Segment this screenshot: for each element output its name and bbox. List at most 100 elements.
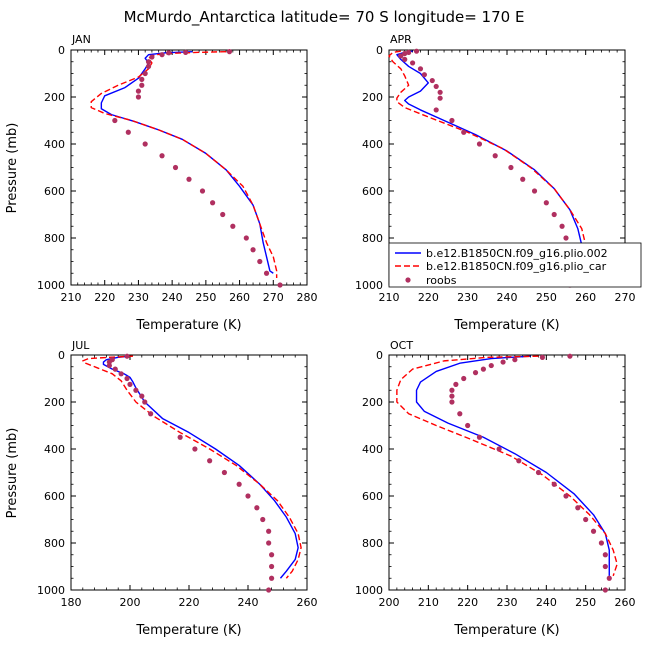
legend-marker (405, 277, 411, 283)
roobs-point (149, 54, 155, 60)
y-tick-label: 1000 (37, 279, 65, 292)
roobs-point (266, 587, 272, 593)
legend-box (388, 242, 642, 288)
roobs-point (512, 357, 518, 363)
roobs-point (142, 70, 148, 77)
roobs-point (263, 270, 270, 276)
x-tick-label: 270 (263, 291, 284, 304)
x-tick-label: 210 (61, 291, 82, 304)
tick-group: 210 220 230 240 250 260 270 280 0 200 400 600 800 100… (37, 44, 318, 304)
roobs-point (139, 76, 145, 82)
roobs-point (220, 211, 226, 218)
roobs-point (410, 60, 416, 66)
series-group (82, 353, 302, 593)
roobs-point (461, 375, 467, 382)
roobs-point (602, 587, 608, 593)
roobs-point (472, 370, 479, 376)
x-tick-label: 260 (297, 596, 318, 609)
roobs-point (106, 362, 112, 369)
roobs-point (508, 164, 514, 171)
roobs-point (177, 434, 183, 440)
roobs-point (449, 117, 455, 124)
roobs-point (142, 399, 148, 405)
x-tick-label: 260 (229, 291, 250, 304)
x-tick-label: 270 (615, 291, 636, 304)
roobs-point (539, 354, 546, 360)
roobs-point (590, 528, 597, 534)
roobs-point (449, 387, 455, 393)
roobs-point (207, 458, 213, 464)
roobs-point (402, 56, 408, 63)
series-line-dashed (388, 50, 587, 267)
panel-label: JAN (71, 33, 91, 46)
y-tick-label: 400 (362, 138, 383, 151)
panel-apr: APR Temperature (K) 210 220 230 240 250 260 27… (355, 33, 636, 333)
y-tick-label: 400 (44, 138, 65, 151)
roobs-point (406, 49, 412, 55)
series-group (396, 353, 618, 593)
y-axis-label: Pressure (mb) (5, 123, 20, 214)
roobs-point (260, 516, 266, 523)
roobs-point (269, 552, 275, 558)
roobs-point (112, 366, 118, 372)
roobs-point (142, 141, 148, 147)
roobs-point (567, 353, 573, 359)
legend: b.e12.B1850CN.f09_g16.plio.002 b.e12.B18… (388, 242, 642, 288)
series-group (388, 48, 587, 288)
y-tick-label: 800 (362, 232, 383, 245)
roobs-point (148, 411, 154, 417)
legend-entry-label: b.e12.B1850CN.f09_g16.plio_car (426, 260, 607, 273)
roobs-point (496, 446, 502, 452)
roobs-point (551, 211, 557, 218)
y-tick-label: 1000 (355, 279, 383, 292)
roobs-point (135, 94, 142, 100)
x-axis-label: Temperature (K) (135, 623, 241, 638)
roobs-point (402, 50, 408, 57)
x-tick-label: 200 (120, 596, 141, 609)
roobs-point (520, 176, 526, 182)
y-tick-label: 200 (44, 91, 65, 104)
tick-group: 200 210 220 230 240 250 260 0 200 400 600 800 1000 (355, 349, 636, 609)
roobs-point (433, 83, 439, 90)
panel-label: JUL (71, 339, 90, 352)
figure-title: McMurdo_Antarctica latitude= 70 S longit… (124, 8, 525, 27)
x-tick-label: 210 (379, 291, 400, 304)
x-tick-label: 220 (457, 596, 478, 609)
x-tick-label: 180 (61, 596, 82, 609)
roobs-point (183, 49, 189, 55)
x-tick-label: 240 (162, 291, 183, 304)
panel-jul: JUL Temperature (K) Pressure (mb) 180 200… (5, 339, 318, 638)
roobs-point (221, 469, 227, 476)
roobs-point (257, 258, 263, 265)
roobs-point (124, 353, 130, 359)
roobs-point (543, 200, 549, 206)
panel-jan: JAN Temperature (K) Pressure (mb) 210 220… (5, 33, 318, 333)
roobs-point (516, 458, 522, 464)
y-tick-label: 800 (44, 537, 65, 550)
roobs-point (500, 359, 506, 365)
x-tick-label: 220 (418, 291, 439, 304)
roobs-point (437, 95, 443, 101)
x-tick-label: 230 (128, 291, 149, 304)
roobs-point (139, 393, 145, 399)
roobs-point (266, 528, 272, 534)
x-tick-label: 240 (536, 596, 557, 609)
y-tick-label: 600 (44, 490, 65, 503)
roobs-point (192, 446, 198, 452)
x-tick-label: 220 (94, 291, 115, 304)
series-group (90, 49, 283, 288)
plot-frame (388, 354, 626, 591)
roobs-point (186, 176, 192, 182)
x-tick-label: 230 (497, 596, 518, 609)
roobs-point (535, 469, 542, 476)
roobs-point (210, 200, 216, 206)
roobs-point (245, 493, 251, 499)
legend-entry-label: roobs (426, 274, 457, 287)
x-tick-label: 250 (536, 291, 557, 304)
roobs-point (583, 516, 589, 523)
y-tick-label: 800 (362, 537, 383, 550)
roobs-point (269, 563, 275, 570)
roobs-point (139, 82, 145, 88)
roobs-point (575, 505, 581, 511)
roobs-point (606, 575, 612, 581)
